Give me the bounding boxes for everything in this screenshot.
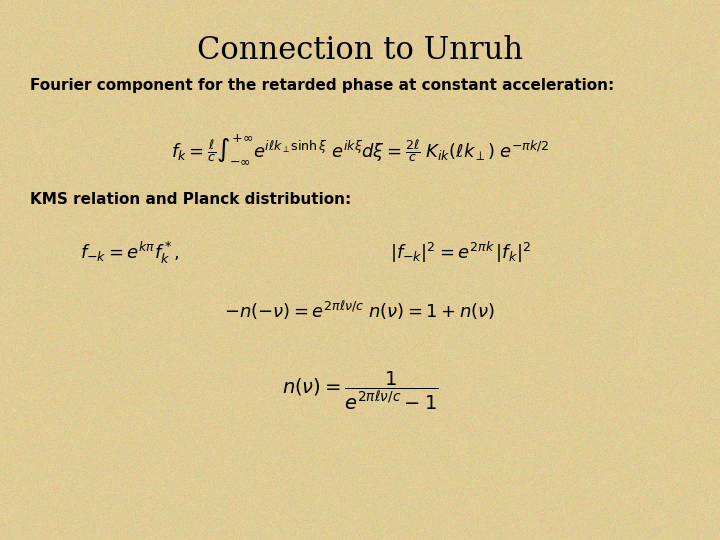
- Text: $f_k = \frac{\ell}{c} \int_{-\infty}^{+\infty} e^{i\ell k_\perp \sinh\xi} \; e^{: $f_k = \frac{\ell}{c} \int_{-\infty}^{+\…: [171, 132, 549, 166]
- Text: Fourier component for the retarded phase at constant acceleration:: Fourier component for the retarded phase…: [30, 78, 614, 93]
- Text: $n(\nu) = \dfrac{1}{e^{2\pi\ell\nu/c} - 1}$: $n(\nu) = \dfrac{1}{e^{2\pi\ell\nu/c} - …: [282, 370, 438, 412]
- Text: KMS relation and Planck distribution:: KMS relation and Planck distribution:: [30, 192, 351, 207]
- Text: $|f_{-k}|^2 = e^{2\pi k} \, |f_k|^2$: $|f_{-k}|^2 = e^{2\pi k} \, |f_k|^2$: [390, 240, 531, 265]
- Text: $f_{-k} = e^{k\pi} f_k^*,$: $f_{-k} = e^{k\pi} f_k^*,$: [80, 240, 179, 266]
- Text: Connection to Unruh: Connection to Unruh: [197, 35, 523, 66]
- Text: $-n(-\nu) = e^{2\pi\ell\nu/c} \; n(\nu) = 1 + n(\nu)$: $-n(-\nu) = e^{2\pi\ell\nu/c} \; n(\nu) …: [225, 300, 495, 323]
